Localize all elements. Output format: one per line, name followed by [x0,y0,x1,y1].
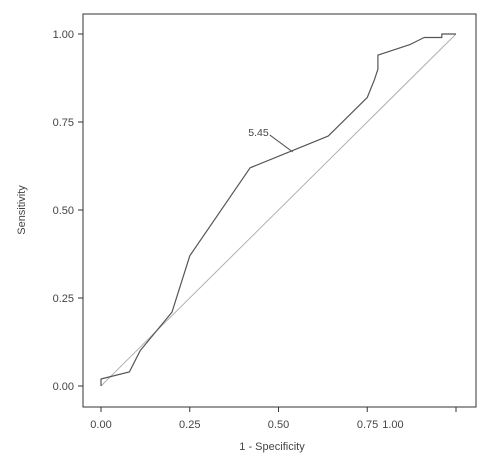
roc-curve-line [100,33,456,386]
axes-layer: 0.00 0.25 0.50 0.75 1.00 0.00 0.25 0.50 0.75 1.00 [53,29,457,431]
x-tick-label: 1.00 [382,419,403,431]
x-tick-label: 0.50 [268,419,289,431]
y-tick-label: 0.00 [53,381,74,393]
y-tick-label: 0.75 [53,117,74,129]
x-tick-label: 0.25 [179,419,200,431]
series-layer [100,33,457,387]
y-tick-label: 0.25 [53,293,74,305]
annotation-leader-line [269,134,293,153]
x-axis-title: 1 - Specificity [239,441,305,453]
x-tick-label: 0.75 [357,419,378,431]
annotation-label: 5.45 [248,127,269,139]
y-tick-label: 0.50 [53,205,74,217]
y-tick-label: 1.00 [53,29,74,41]
annotation-layer: 5.45 [248,127,293,153]
x-tick-label: 0.00 [90,419,111,431]
y-axis-title: Sensitivity [16,185,28,235]
